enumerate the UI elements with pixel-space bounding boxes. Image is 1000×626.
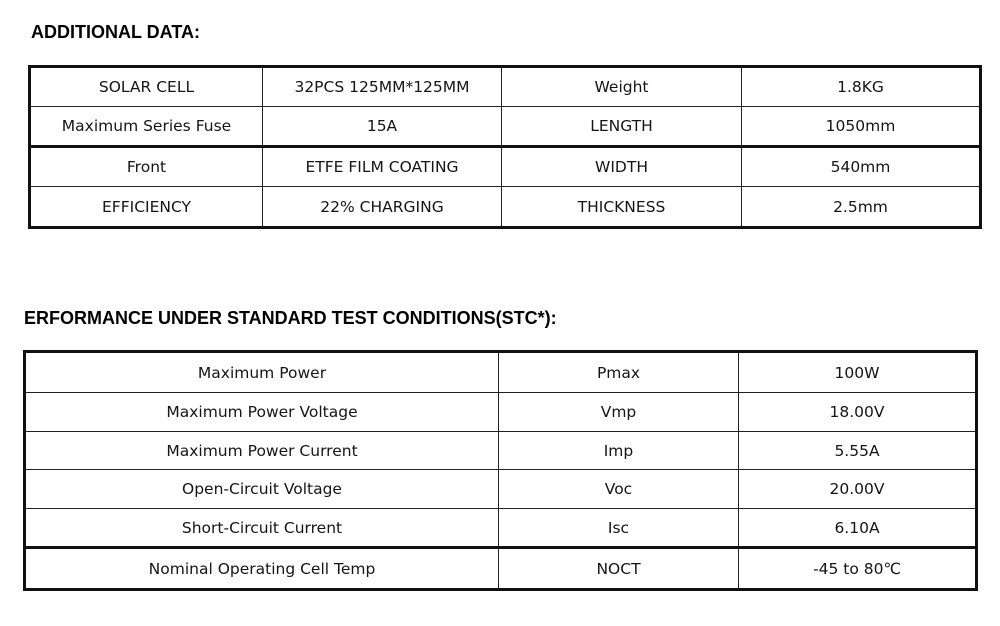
table-row: Front ETFE FILM COATING WIDTH 540mm	[29, 145, 981, 187]
value-cell: 1050mm	[741, 106, 981, 147]
value-cell: Pmax	[498, 351, 739, 393]
value-cell: 6.10A	[738, 508, 977, 548]
label-cell: LENGTH	[501, 106, 742, 147]
table-row: Short-Circuit Current Isc 6.10A	[24, 508, 977, 548]
value-cell: 2.5mm	[741, 186, 981, 228]
table-row: Maximum Series Fuse 15A LENGTH 1050mm	[29, 106, 981, 147]
label-cell: Maximum Power Voltage	[24, 392, 499, 432]
label-cell: Maximum Power Current	[24, 431, 499, 470]
label-cell: EFFICIENCY	[29, 186, 263, 228]
table-row: Nominal Operating Cell Temp NOCT -45 to 80…	[24, 546, 977, 590]
value-cell: 540mm	[741, 145, 981, 187]
value-cell: Isc	[498, 508, 739, 548]
value-cell: 22% CHARGING	[262, 186, 502, 228]
table-row: Maximum Power Pmax 100W	[24, 351, 977, 393]
performance-table: Maximum Power Pmax 100W Maximum Power Volta…	[23, 350, 978, 591]
label-cell: WIDTH	[501, 145, 742, 187]
label-cell: THICKNESS	[501, 186, 742, 228]
additional-data-table: SOLAR CELL 32PCS 125MM*125MM Weight 1.8KG Ma…	[28, 65, 982, 229]
value-cell: NOCT	[498, 546, 739, 590]
value-cell: Imp	[498, 431, 739, 470]
value-cell: 5.55A	[738, 431, 977, 470]
label-cell: Short-Circuit Current	[24, 508, 499, 548]
performance-title: ERFORMANCE UNDER STANDARD TEST CONDITION…	[24, 308, 557, 328]
label-cell: Open-Circuit Voltage	[24, 469, 499, 509]
label-cell: Maximum Power	[24, 351, 499, 393]
value-cell: -45 to 80℃	[738, 546, 977, 590]
additional-data-title: ADDITIONAL DATA:	[31, 22, 200, 42]
label-cell: SOLAR CELL	[29, 66, 263, 107]
value-cell: 15A	[262, 106, 502, 147]
table-row: Open-Circuit Voltage Voc 20.00V	[24, 469, 977, 509]
value-cell: ETFE FILM COATING	[262, 145, 502, 187]
value-cell: 20.00V	[738, 469, 977, 509]
value-cell: 32PCS 125MM*125MM	[262, 66, 502, 107]
value-cell: 18.00V	[738, 392, 977, 432]
label-cell: Maximum Series Fuse	[29, 106, 263, 147]
table-row: EFFICIENCY 22% CHARGING THICKNESS 2.5mm	[29, 186, 981, 228]
label-cell: Nominal Operating Cell Temp	[24, 546, 499, 590]
label-cell: Front	[29, 145, 263, 187]
table-row: Maximum Power Voltage Vmp 18.00V	[24, 392, 977, 432]
table-row: SOLAR CELL 32PCS 125MM*125MM Weight 1.8KG	[29, 66, 981, 107]
value-cell: Vmp	[498, 392, 739, 432]
table-row: Maximum Power Current Imp 5.55A	[24, 431, 977, 470]
value-cell: 1.8KG	[741, 66, 981, 107]
value-cell: Voc	[498, 469, 739, 509]
value-cell: 100W	[738, 351, 977, 393]
label-cell: Weight	[501, 66, 742, 107]
